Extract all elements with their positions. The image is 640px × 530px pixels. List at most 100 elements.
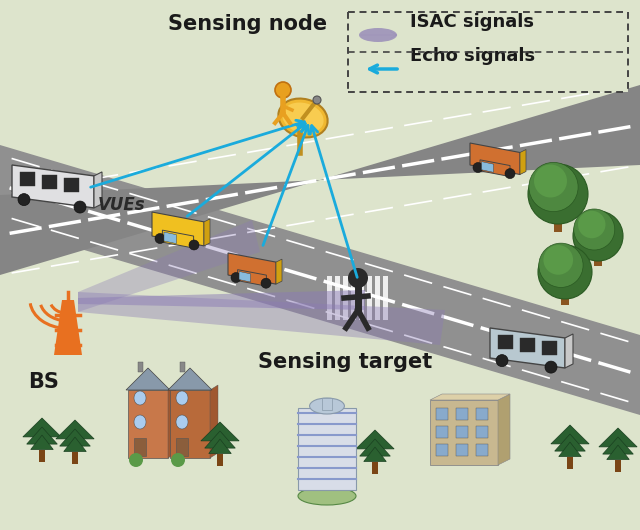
Circle shape xyxy=(528,164,588,224)
Bar xyxy=(615,460,621,472)
Ellipse shape xyxy=(282,102,324,134)
Polygon shape xyxy=(78,220,260,312)
Polygon shape xyxy=(559,442,581,456)
Text: VUEs: VUEs xyxy=(98,196,146,214)
Bar xyxy=(561,281,569,305)
Polygon shape xyxy=(480,160,510,176)
Polygon shape xyxy=(94,172,102,208)
Circle shape xyxy=(539,243,583,287)
Bar xyxy=(436,426,448,438)
Bar xyxy=(217,454,223,466)
Polygon shape xyxy=(164,232,177,244)
Bar xyxy=(456,408,468,420)
Circle shape xyxy=(534,164,567,198)
Polygon shape xyxy=(209,439,231,454)
Polygon shape xyxy=(383,276,388,320)
Polygon shape xyxy=(168,385,176,458)
Circle shape xyxy=(129,453,143,467)
Ellipse shape xyxy=(134,415,146,429)
Circle shape xyxy=(496,355,508,367)
Ellipse shape xyxy=(134,391,146,405)
Bar xyxy=(498,335,513,349)
Circle shape xyxy=(313,96,321,104)
Bar xyxy=(64,178,79,192)
Bar xyxy=(298,408,356,490)
Circle shape xyxy=(155,234,165,243)
Polygon shape xyxy=(78,292,445,345)
Circle shape xyxy=(573,211,623,261)
Polygon shape xyxy=(498,394,510,465)
Polygon shape xyxy=(54,300,82,355)
Polygon shape xyxy=(239,271,251,282)
Bar xyxy=(456,426,468,438)
Bar xyxy=(322,398,332,410)
Bar xyxy=(39,450,45,462)
Bar xyxy=(476,408,488,420)
Bar xyxy=(348,12,628,92)
Polygon shape xyxy=(64,437,86,452)
Bar xyxy=(176,438,188,456)
Ellipse shape xyxy=(176,391,188,405)
Polygon shape xyxy=(599,428,637,447)
Bar xyxy=(542,341,557,355)
Polygon shape xyxy=(375,276,380,320)
Polygon shape xyxy=(163,230,193,248)
Polygon shape xyxy=(78,290,365,310)
Polygon shape xyxy=(0,145,640,415)
Bar xyxy=(594,244,602,266)
Polygon shape xyxy=(23,418,61,437)
Polygon shape xyxy=(603,437,634,454)
Circle shape xyxy=(231,272,241,282)
Polygon shape xyxy=(360,439,390,456)
Bar xyxy=(72,452,78,464)
Bar xyxy=(180,362,185,372)
Polygon shape xyxy=(237,270,266,286)
Bar xyxy=(134,438,146,456)
Circle shape xyxy=(348,268,368,288)
Polygon shape xyxy=(152,212,204,246)
Bar xyxy=(520,338,535,352)
Polygon shape xyxy=(555,434,586,451)
Polygon shape xyxy=(430,394,510,400)
Bar xyxy=(42,175,57,189)
Polygon shape xyxy=(204,219,210,246)
Circle shape xyxy=(578,211,605,238)
Polygon shape xyxy=(359,276,364,320)
Text: Sensing target: Sensing target xyxy=(258,352,432,372)
Text: Echo signals: Echo signals xyxy=(410,47,535,65)
Polygon shape xyxy=(327,276,332,320)
Bar xyxy=(170,390,210,458)
Ellipse shape xyxy=(298,487,356,505)
Polygon shape xyxy=(276,259,282,284)
Circle shape xyxy=(529,162,578,211)
Circle shape xyxy=(18,193,30,206)
Polygon shape xyxy=(367,276,372,320)
Polygon shape xyxy=(607,445,629,460)
Bar xyxy=(138,362,143,372)
Ellipse shape xyxy=(176,415,188,429)
Bar xyxy=(372,462,378,474)
Ellipse shape xyxy=(359,28,397,42)
Polygon shape xyxy=(481,162,493,172)
Bar xyxy=(567,457,573,469)
Polygon shape xyxy=(490,328,565,368)
Bar xyxy=(436,444,448,456)
Circle shape xyxy=(171,453,185,467)
Circle shape xyxy=(545,361,557,373)
Polygon shape xyxy=(168,368,212,390)
Bar xyxy=(436,408,448,420)
Polygon shape xyxy=(210,385,218,458)
Ellipse shape xyxy=(310,398,344,414)
Bar xyxy=(20,172,35,186)
Polygon shape xyxy=(356,430,394,449)
Bar xyxy=(456,444,468,456)
Bar xyxy=(476,444,488,456)
Circle shape xyxy=(473,163,483,173)
Text: BS: BS xyxy=(28,372,59,392)
Polygon shape xyxy=(60,429,90,446)
Bar xyxy=(128,390,168,458)
Text: ISAC signals: ISAC signals xyxy=(410,13,534,31)
Polygon shape xyxy=(551,425,589,444)
Circle shape xyxy=(505,169,515,179)
Polygon shape xyxy=(343,276,348,320)
